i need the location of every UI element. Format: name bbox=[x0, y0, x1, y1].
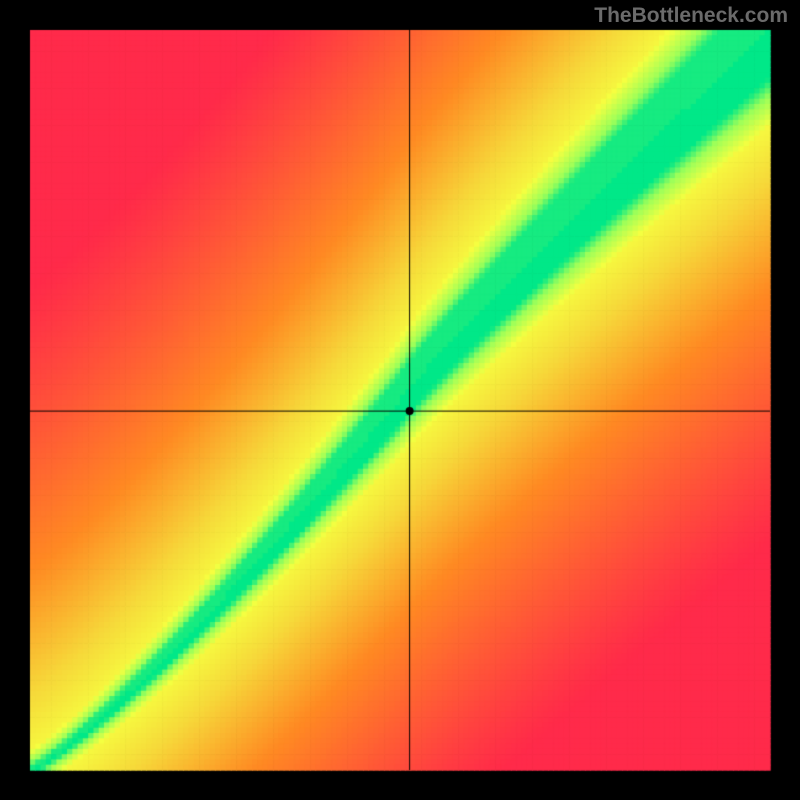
bottleneck-heatmap bbox=[0, 0, 800, 800]
watermark-text: TheBottleneck.com bbox=[594, 4, 788, 28]
chart-container: TheBottleneck.com bbox=[0, 0, 800, 800]
